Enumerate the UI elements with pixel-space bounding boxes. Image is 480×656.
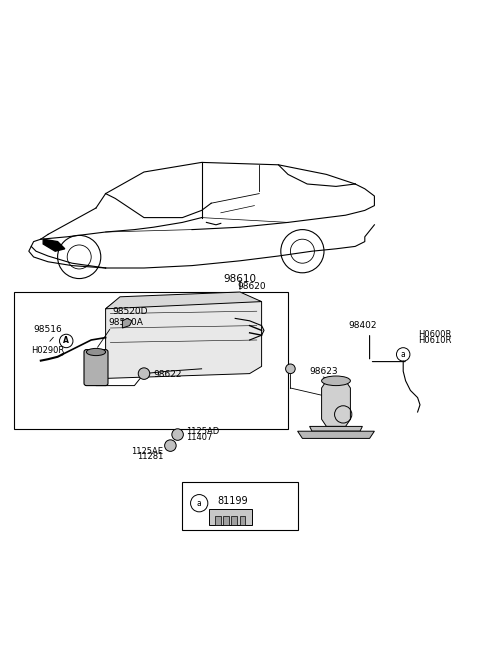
Circle shape (138, 368, 150, 379)
FancyBboxPatch shape (84, 350, 108, 386)
Text: 98610: 98610 (224, 274, 256, 284)
Text: 81199: 81199 (217, 496, 248, 506)
Text: 98623: 98623 (310, 367, 338, 376)
Text: 98520D: 98520D (113, 307, 148, 316)
Ellipse shape (86, 348, 106, 356)
Polygon shape (122, 318, 132, 328)
Text: 11281: 11281 (137, 453, 163, 461)
Text: 98510A: 98510A (108, 318, 143, 327)
Text: 98620: 98620 (238, 281, 266, 291)
Text: 98402: 98402 (348, 321, 377, 331)
Text: A: A (340, 410, 346, 419)
Polygon shape (310, 426, 362, 431)
Bar (223, 516, 229, 525)
Circle shape (172, 429, 183, 440)
Circle shape (165, 440, 176, 451)
Bar (215, 516, 221, 525)
Polygon shape (322, 380, 350, 426)
Text: 98516: 98516 (34, 325, 62, 334)
Bar (209, 510, 252, 525)
Text: a: a (197, 499, 202, 508)
Text: 11407: 11407 (186, 433, 212, 442)
Polygon shape (43, 239, 65, 251)
Polygon shape (106, 297, 262, 379)
Circle shape (286, 364, 295, 374)
Polygon shape (106, 292, 262, 309)
Bar (240, 516, 245, 525)
Text: A: A (63, 337, 69, 346)
Text: a: a (401, 350, 406, 359)
Bar (182, 482, 298, 529)
Bar (14, 292, 288, 429)
Text: 1125AE: 1125AE (131, 447, 163, 455)
Bar (231, 516, 237, 525)
Text: H0600R: H0600R (419, 330, 452, 339)
Text: 98622: 98622 (154, 369, 182, 379)
Text: H0610R: H0610R (419, 337, 452, 345)
Text: 1125AD: 1125AD (186, 427, 219, 436)
Text: H0290R: H0290R (31, 346, 64, 356)
Polygon shape (298, 431, 374, 438)
Ellipse shape (322, 376, 350, 386)
